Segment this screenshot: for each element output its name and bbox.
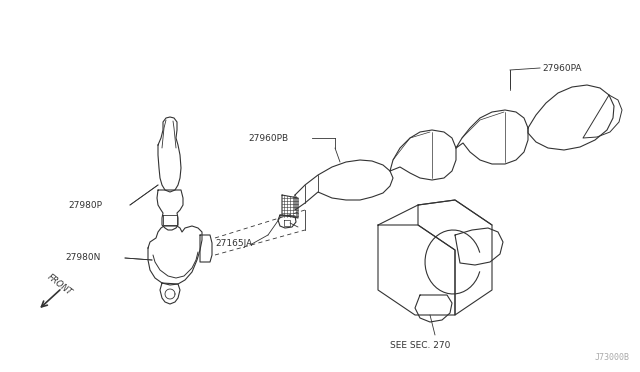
Text: J73000B: J73000B	[595, 353, 630, 362]
Text: 27960PA: 27960PA	[542, 64, 582, 73]
Text: 27960PB: 27960PB	[248, 134, 288, 142]
Text: FRONT: FRONT	[46, 273, 74, 297]
Text: 27980P: 27980P	[68, 201, 102, 209]
Text: 27165JA: 27165JA	[215, 238, 252, 247]
Text: SEE SEC. 270: SEE SEC. 270	[390, 340, 451, 350]
Text: 27980N: 27980N	[65, 253, 100, 263]
